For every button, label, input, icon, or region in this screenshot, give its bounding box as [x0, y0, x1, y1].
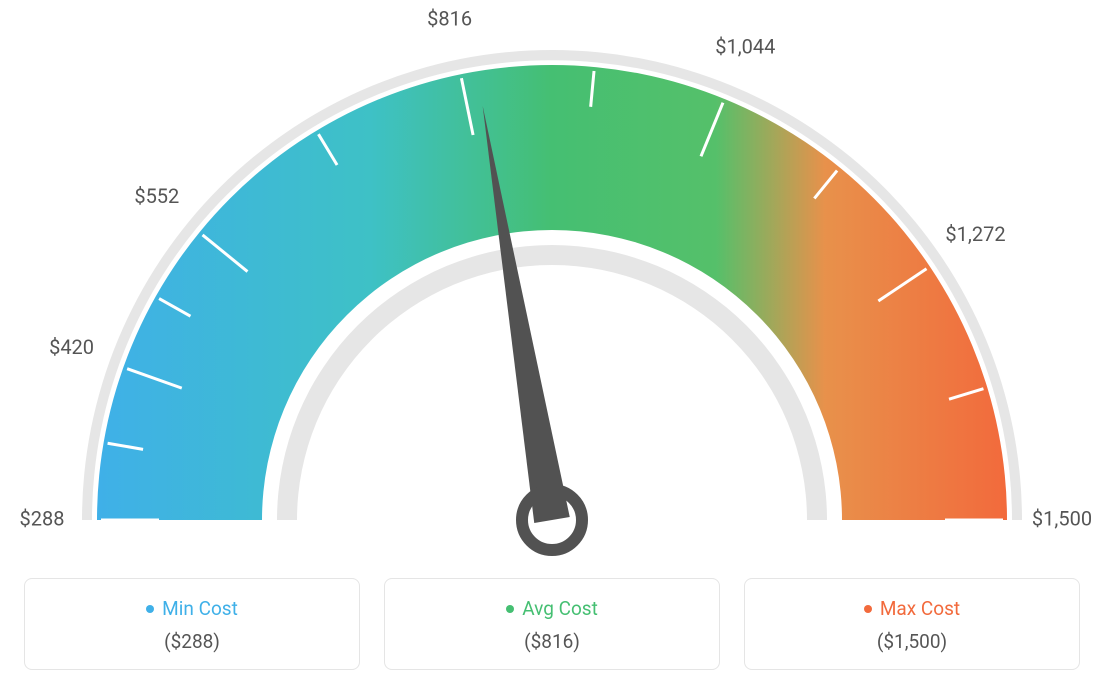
legend-dot-avg [506, 605, 514, 613]
legend-dot-min [146, 605, 154, 613]
svg-text:$816: $816 [427, 7, 472, 31]
legend-card-avg: Avg Cost ($816) [384, 578, 720, 670]
legend-value-min: ($288) [37, 630, 347, 653]
svg-text:$288: $288 [20, 506, 65, 530]
legend-row: Min Cost ($288) Avg Cost ($816) Max Cost… [0, 578, 1104, 670]
legend-value-max: ($1,500) [757, 630, 1067, 653]
svg-text:$552: $552 [134, 184, 179, 208]
svg-text:$1,044: $1,044 [715, 34, 775, 58]
svg-text:$1,500: $1,500 [1032, 506, 1092, 530]
legend-label-avg: Avg Cost [522, 597, 598, 620]
legend-card-max: Max Cost ($1,500) [744, 578, 1080, 670]
gauge-container: $288 $420 $552 $816 $1,044 $1,272 $1,500 [0, 0, 1104, 580]
gauge-chart: $288 $420 $552 $816 $1,044 $1,272 $1,500 [0, 0, 1104, 580]
legend-label-min: Min Cost [162, 597, 238, 620]
svg-text:$420: $420 [49, 335, 94, 359]
legend-label-max: Max Cost [880, 597, 960, 620]
legend-card-min: Min Cost ($288) [24, 578, 360, 670]
legend-dot-max [864, 605, 872, 613]
legend-value-avg: ($816) [397, 630, 707, 653]
svg-text:$1,272: $1,272 [945, 222, 1005, 246]
